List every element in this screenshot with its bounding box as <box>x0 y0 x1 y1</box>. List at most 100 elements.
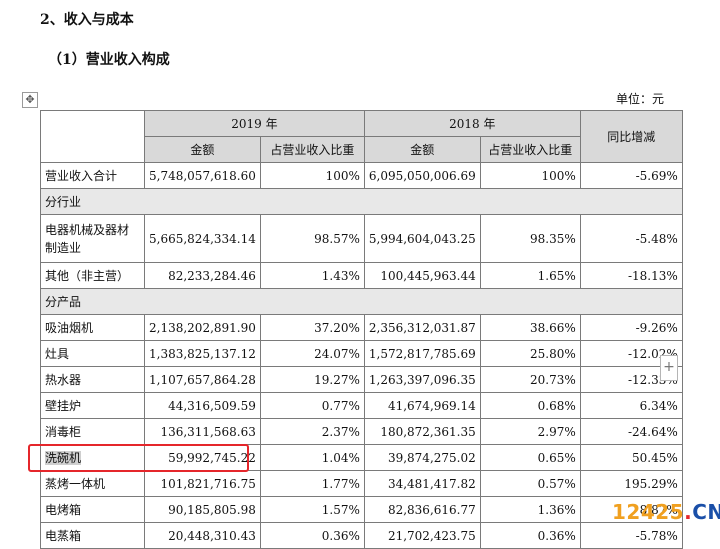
plus-icon: + <box>663 359 675 375</box>
ratio-2018: 20.73% <box>479 366 581 393</box>
table-row: 蒸烤一体机 101,821,716.75 1.77% 34,481,417.82 0.5… <box>40 470 683 497</box>
yoy-change: -18.13% <box>579 262 683 289</box>
amount-2018: 2,356,312,031.87 <box>363 314 481 341</box>
add-column-button[interactable]: + <box>660 355 678 381</box>
table-row: 电器机械及器材制造业 5,665,824,334.14 98.57% 5,994,60… <box>40 214 683 263</box>
amount-2018: 34,481,417.82 <box>363 470 481 497</box>
row-name: 吸油烟机 <box>40 314 145 341</box>
table-row: 灶具 1,383,825,137.12 24.07% 1,572,817,785.69… <box>40 340 683 367</box>
yoy-change: 195.29% <box>579 470 683 497</box>
row-name: 壁挂炉 <box>40 392 145 419</box>
ratio-2018: 2.97% <box>479 418 581 445</box>
row-name: 蒸烤一体机 <box>40 470 145 497</box>
amount-2018: 180,872,361.35 <box>363 418 481 445</box>
table-move-handle[interactable]: ✥ <box>22 92 38 108</box>
amount-2019: 5,748,057,618.60 <box>144 162 261 189</box>
ratio-2018: 38.66% <box>479 314 581 341</box>
amount-2019: 44,316,509.59 <box>144 392 261 419</box>
amount-2019: 101,821,716.75 <box>144 470 261 497</box>
ratio-2019: 1.77% <box>259 470 365 497</box>
ratio-2019: 1.57% <box>259 496 365 523</box>
yoy-change: -5.69% <box>579 162 683 189</box>
yoy-change: 6.34% <box>579 392 683 419</box>
row-name: 其他（非主营） <box>40 262 145 289</box>
amount-2019: 59,992,745.22 <box>144 444 261 471</box>
row-name: 灶具 <box>40 340 145 367</box>
ratio-2019: 2.37% <box>259 418 365 445</box>
table-row: 洗碗机 59,992,745.22 1.04% 39,874,275.02 0.65% 5… <box>40 444 683 471</box>
ratio-2018: 1.65% <box>479 262 581 289</box>
amount-2018: 39,874,275.02 <box>363 444 481 471</box>
amount-2019: 90,185,805.98 <box>144 496 261 523</box>
highlight-box <box>28 444 249 472</box>
amount-2019: 1,383,825,137.12 <box>144 340 261 367</box>
row-name: 电烤箱 <box>40 496 145 523</box>
amount-2018: 1,572,817,785.69 <box>363 340 481 367</box>
row-name: 热水器 <box>40 366 145 393</box>
ratio-2019: 24.07% <box>259 340 365 367</box>
header-amount-2018: 金额 <box>363 136 481 163</box>
ratio-2019: 1.43% <box>259 262 365 289</box>
amount-2018: 6,095,050,006.69 <box>363 162 481 189</box>
watermark-logo: 12425.CN <box>612 500 720 524</box>
section-row: 分产品 <box>40 288 683 315</box>
ratio-2019: 19.27% <box>259 366 365 393</box>
header-blank <box>40 110 145 163</box>
header-yoy: 同比增减 <box>579 110 683 163</box>
watermark-cn: CN <box>692 500 720 524</box>
header-ratio-2019: 占营业收入比重 <box>259 136 365 163</box>
table-row: 消毒柜 136,311,568.63 2.37% 180,872,361.35 2.97… <box>40 418 683 445</box>
ratio-2018: 25.80% <box>479 340 581 367</box>
row-name: 电器机械及器材制造业 <box>40 214 145 263</box>
watermark-number: 12425 <box>612 500 685 524</box>
table-row: 营业收入合计 5,748,057,618.60 100% 6,095,050,006.… <box>40 162 683 189</box>
table-row: 壁挂炉 44,316,509.59 0.77% 41,674,969.14 0.68% 6… <box>40 392 683 419</box>
amount-2019: 136,311,568.63 <box>144 418 261 445</box>
watermark-dot: . <box>684 500 693 524</box>
section-heading: 2、收入与成本 <box>40 12 134 28</box>
section-label: 分行业 <box>40 188 683 215</box>
amount-2019: 5,665,824,334.14 <box>144 214 261 263</box>
ratio-2018: 1.36% <box>479 496 581 523</box>
amount-2019: 1,107,657,864.28 <box>144 366 261 393</box>
selected-text: 洗碗机 <box>45 451 82 465</box>
amount-2018: 100,445,963.44 <box>363 262 481 289</box>
revenue-table: 2019 年 2018 年 同比增减 金额 占营业收入比重 金额 占营业收入比重… <box>40 110 683 549</box>
amount-2018: 1,263,397,096.35 <box>363 366 481 393</box>
move-arrows-icon: ✥ <box>25 93 35 106</box>
yoy-change: 50.45% <box>579 444 683 471</box>
ratio-2018: 100% <box>479 162 581 189</box>
amount-2019: 82,233,284.46 <box>144 262 261 289</box>
yoy-change: -9.26% <box>579 314 683 341</box>
section-row: 分行业 <box>40 188 683 215</box>
row-name: 消毒柜 <box>40 418 145 445</box>
yoy-change: -24.64% <box>579 418 683 445</box>
section-label: 分产品 <box>40 288 683 315</box>
row-name: 营业收入合计 <box>40 162 145 189</box>
ratio-2019: 0.77% <box>259 392 365 419</box>
amount-2018: 41,674,969.14 <box>363 392 481 419</box>
table-row: 电烤箱 90,185,805.98 1.57% 82,836,616.77 1.36% 8… <box>40 496 683 523</box>
ratio-2018: 0.65% <box>479 444 581 471</box>
ratio-2018: 0.68% <box>479 392 581 419</box>
table-row: 吸油烟机 2,138,202,891.90 37.20% 2,356,312,031.… <box>40 314 683 341</box>
ratio-2019: 100% <box>259 162 365 189</box>
ratio-2018: 0.57% <box>479 470 581 497</box>
header-2019: 2019 年 <box>144 110 365 137</box>
amount-2018: 5,994,604,043.25 <box>363 214 481 263</box>
table-row: 热水器 1,107,657,864.28 19.27% 1,263,397,096.3… <box>40 366 683 393</box>
unit-label: 单位：元 <box>615 92 664 106</box>
table-row: 其他（非主营） 82,233,284.46 1.43% 100,445,963.44 1… <box>40 262 683 289</box>
ratio-2018: 98.35% <box>479 214 581 263</box>
ratio-2019: 98.57% <box>259 214 365 263</box>
ratio-2019: 1.04% <box>259 444 365 471</box>
amount-2018: 82,836,616.77 <box>363 496 481 523</box>
header-2018: 2018 年 <box>363 110 581 137</box>
ratio-2019: 37.20% <box>259 314 365 341</box>
amount-2019: 2,138,202,891.90 <box>144 314 261 341</box>
subsection-heading: （1）营业收入构成 <box>48 52 170 68</box>
yoy-change: -5.48% <box>579 214 683 263</box>
header-ratio-2018: 占营业收入比重 <box>479 136 581 163</box>
header-amount-2019: 金额 <box>144 136 261 163</box>
table-body: 营业收入合计 5,748,057,618.60 100% 6,095,050,006.… <box>40 162 683 549</box>
